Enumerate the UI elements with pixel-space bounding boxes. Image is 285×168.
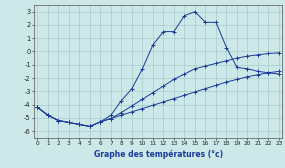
X-axis label: Graphe des températures (°c): Graphe des températures (°c) — [93, 149, 223, 159]
